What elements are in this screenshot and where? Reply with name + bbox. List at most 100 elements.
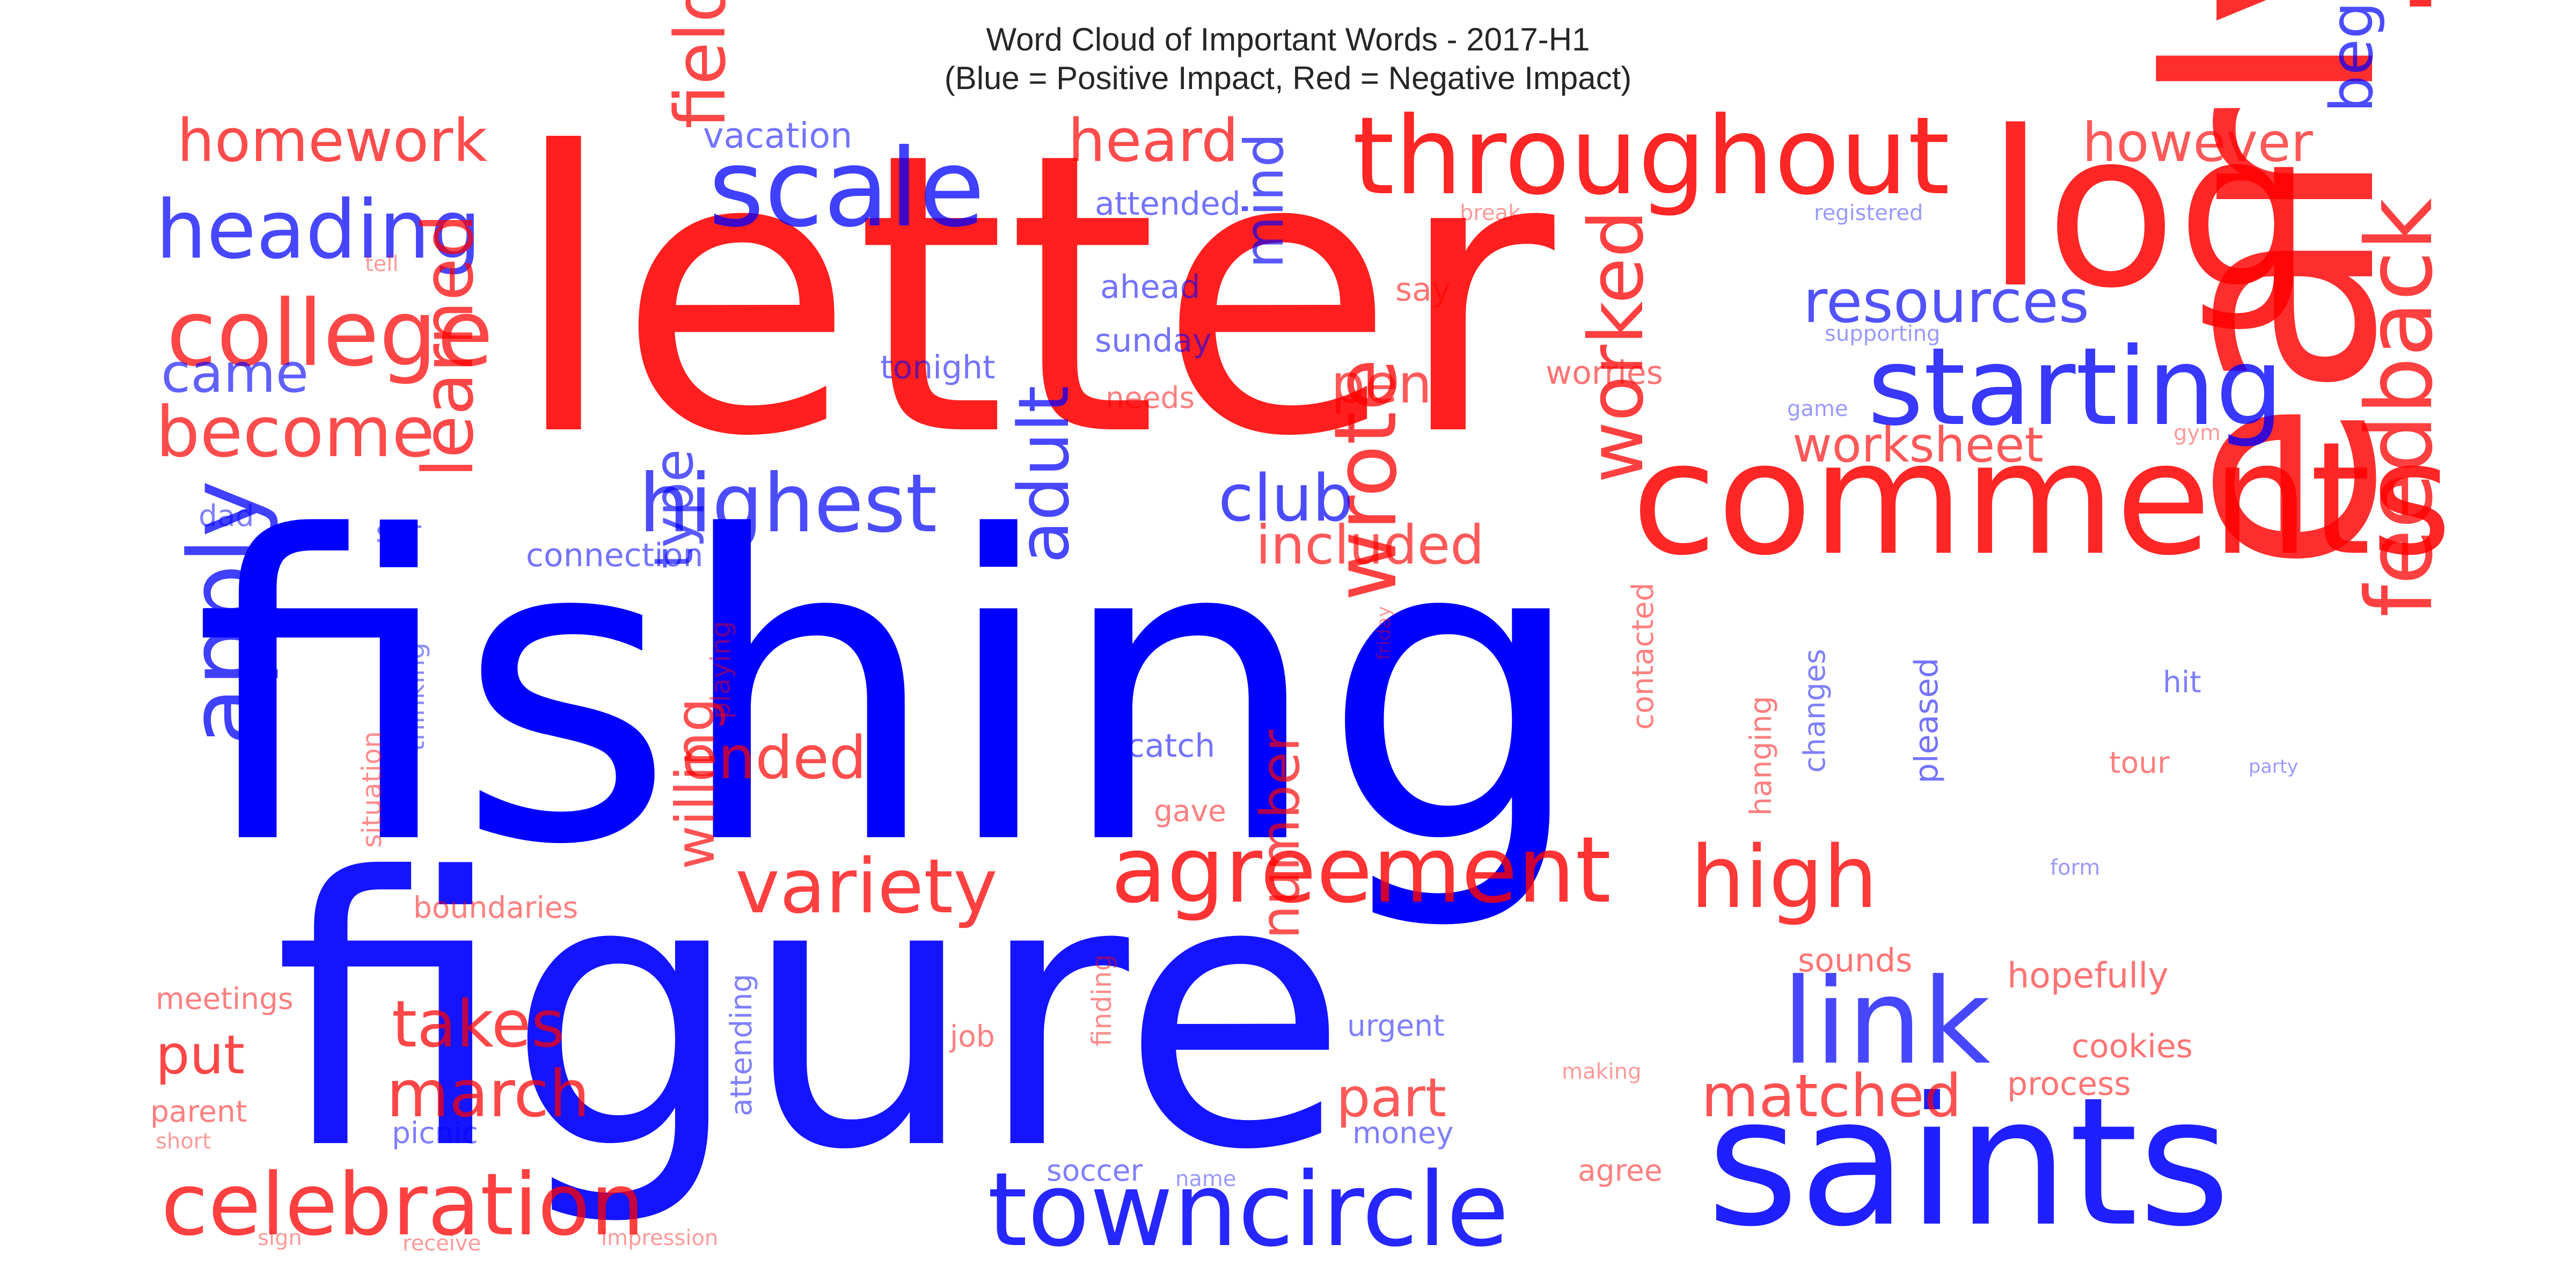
word-changes: changes — [1797, 649, 1832, 773]
word-high: high — [1690, 827, 1878, 927]
word-throughout: throughout — [1352, 94, 1950, 219]
word-included: included — [1256, 514, 1484, 576]
word-starting: starting — [1868, 325, 2284, 450]
word-registered: registered — [1814, 201, 1923, 225]
word-number: number — [1249, 729, 1312, 939]
word-letter: letter — [510, 71, 1558, 521]
word-learned: learned — [407, 214, 489, 478]
word-agree: agree — [1578, 1153, 1663, 1188]
word-money: money — [1352, 1116, 1453, 1150]
chart-title: Word Cloud of Important Words - 2017-H1 … — [0, 20, 2576, 98]
word-hit: hit — [2163, 665, 2201, 699]
word-type: type — [642, 449, 705, 569]
word-form: form — [2050, 855, 2100, 880]
word-feedback: feedback — [2347, 198, 2453, 617]
word-sunday: sunday — [1095, 322, 1212, 360]
word-friday: friday — [1373, 606, 1395, 660]
word-put: put — [156, 1023, 245, 1086]
chart-title-line1: Word Cloud of Important Words - 2017-H1 — [986, 21, 1590, 57]
word-pleased: pleased — [1908, 657, 1945, 784]
word-ahead: ahead — [1100, 268, 1201, 306]
word-needs: needs — [1106, 380, 1195, 415]
word-situation: situation — [356, 731, 387, 848]
word-matched: matched — [1701, 1062, 1962, 1130]
word-comments: comments — [1631, 409, 2452, 590]
word-part: part — [1336, 1066, 1446, 1129]
word-parent: parent — [150, 1094, 247, 1129]
word-job: job — [949, 1019, 995, 1053]
word-sign: sign — [258, 1226, 302, 1250]
word-worked: worked — [1573, 210, 1660, 483]
word-highest: highest — [639, 457, 937, 551]
word-party: party — [2249, 756, 2299, 778]
word-impression: impression — [601, 1226, 718, 1250]
word-wrote: wrote — [1315, 358, 1416, 601]
word-saints: saints — [1707, 1059, 2230, 1265]
word-begin: begin — [2317, 0, 2386, 113]
word-receive: receive — [402, 1231, 481, 1256]
word-vacation: vacation — [703, 116, 852, 156]
word-picnic: picnic — [392, 1116, 478, 1150]
word-however: however — [2082, 111, 2314, 174]
word-playing: playing — [705, 621, 736, 719]
word-urgent: urgent — [1347, 1008, 1445, 1043]
word-homework: homework — [177, 106, 487, 175]
word-hopefully: hopefully — [2007, 956, 2169, 996]
chart-title-line2: (Blue = Positive Impact, Red = Negative … — [944, 60, 1632, 96]
word-attended: attended — [1095, 185, 1241, 223]
word-finding: finding — [1086, 954, 1117, 1046]
word-tonight: tonight — [880, 349, 996, 386]
word-adult: adult — [1003, 385, 1085, 564]
word-early: early — [2108, 0, 2439, 574]
word-variety: variety — [735, 843, 998, 931]
word-heading: heading — [156, 184, 481, 277]
word-process: process — [2007, 1065, 2131, 1103]
word-mind: mind — [1233, 133, 1296, 268]
word-soccer: soccer — [1046, 1153, 1143, 1188]
word-sounds: sounds — [1798, 942, 1912, 979]
word-tour: tour — [2109, 745, 2170, 780]
word-meetings: meetings — [156, 982, 294, 1016]
word-ended: ended — [682, 723, 867, 792]
word-cookies: cookies — [2072, 1028, 2193, 1065]
word-march: march — [386, 1057, 590, 1132]
word-become: become — [156, 391, 435, 473]
word-contacted: contacted — [1626, 582, 1660, 730]
word-sor: sor — [376, 515, 421, 549]
word-scale: scale — [708, 126, 985, 251]
word-attending: attending — [724, 974, 758, 1117]
word-connection: connection — [526, 537, 704, 574]
word-willing: willing — [664, 698, 727, 869]
word-fishing: fishing — [193, 449, 1587, 936]
word-takes: takes — [392, 987, 565, 1062]
word-towncircle: towncircle — [987, 1151, 1509, 1269]
word-short: short — [156, 1129, 211, 1154]
word-tell: tell — [365, 252, 399, 276]
word-gave: gave — [1154, 794, 1226, 828]
word-name: name — [1175, 1167, 1236, 1191]
word-college: college — [166, 281, 493, 387]
word-game: game — [1787, 397, 1848, 421]
word-club: club — [1218, 462, 1353, 536]
word-say: say — [1395, 271, 1451, 309]
word-pen: pen — [1331, 353, 1432, 415]
word-thinking: thinking — [399, 642, 430, 751]
word-link: link — [1782, 953, 1990, 1091]
word-hanging: hanging — [1744, 696, 1778, 816]
word-celebration: celebration — [161, 1154, 645, 1255]
word-making: making — [1562, 1059, 1642, 1084]
word-dad: dad — [199, 499, 254, 533]
word-catch: catch — [1127, 727, 1215, 765]
word-supporting: supporting — [1825, 321, 1940, 346]
word-came: came — [161, 342, 309, 405]
word-log: log — [1986, 86, 2313, 335]
word-worries: worries — [1546, 354, 1663, 392]
word-gym: gym — [2174, 421, 2221, 445]
word-break: break — [1460, 201, 1521, 225]
word-resources: resources — [1803, 267, 2089, 336]
word-field: field — [660, 0, 741, 129]
word-apply: apply — [169, 480, 281, 746]
word-heard: heard — [1068, 106, 1239, 175]
word-figure: figure — [274, 800, 1349, 1231]
